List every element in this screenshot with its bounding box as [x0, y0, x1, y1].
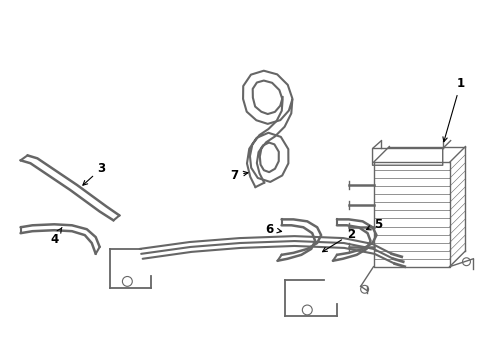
Text: 5: 5: [367, 218, 383, 231]
Text: 6: 6: [266, 223, 282, 236]
Text: 3: 3: [83, 162, 106, 185]
Text: 2: 2: [322, 228, 355, 252]
Text: 4: 4: [50, 228, 62, 246]
Text: 1: 1: [443, 77, 465, 142]
Text: 7: 7: [230, 168, 248, 181]
